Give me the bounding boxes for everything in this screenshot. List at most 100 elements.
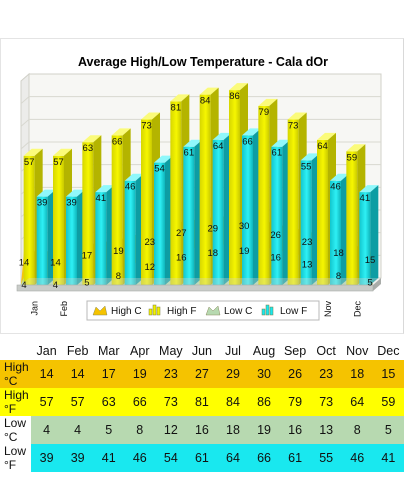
bar-low-f-top (300, 153, 320, 161)
legend (86, 300, 320, 321)
bar-high-f-top (23, 148, 43, 156)
bar-high-f-front (229, 90, 240, 285)
month-header: Mar (97, 344, 120, 358)
table-row-high-c: High °C 14 14 17 19 23 27 29 30 26 23 18 15 (0, 360, 404, 388)
table-cell: 39 (62, 444, 94, 472)
data-label-high-f: 73 (141, 121, 152, 132)
data-label-high-f: 57 (53, 157, 64, 168)
data-label-high-f: 84 (200, 96, 211, 107)
plot-floor-top (21, 278, 381, 285)
data-label-high-c: 14 (19, 257, 30, 268)
data-label-high-f: 66 (112, 136, 123, 147)
temperature-chart: Average High/Low Temperature - Cala dOr 5… (16, 55, 382, 321)
bar-low-f-side (370, 185, 379, 285)
data-label-low-f: 61 (184, 148, 195, 159)
bar-high-f-top (82, 135, 102, 143)
bar-low-f-front (242, 135, 253, 285)
bar-low-f-front (36, 196, 48, 285)
table-cell: 66 (248, 444, 280, 472)
temperature-table: Jan Feb Mar Apr May Jun Jul Aug Sep Oct Nov Dec Hig… (0, 342, 404, 472)
table-cell: 61 (279, 444, 311, 472)
bar-low-f-front (359, 192, 371, 285)
table-cell: 29 (217, 360, 249, 388)
table-cell: 79 (279, 388, 311, 416)
data-label-low-c: 19 (239, 246, 250, 257)
grid-line (20, 96, 30, 105)
bar-low-f (242, 128, 261, 285)
bar-high-f-top (141, 112, 160, 120)
bar-high-f-front (346, 151, 358, 285)
data-label-high-c: 27 (176, 228, 187, 239)
table-cell: 59 (372, 388, 404, 416)
bar-low-f-top (95, 185, 115, 193)
data-label-low-c: 13 (302, 260, 313, 271)
plot-floor (16, 284, 374, 292)
table-cell: 14 (31, 360, 63, 388)
table-cell: 30 (248, 360, 280, 388)
bar-low-f-front (212, 139, 224, 285)
bar-high-f-top (258, 98, 278, 106)
bar-low-f-front (154, 162, 165, 285)
table-row-low-c: Low °C 4 4 5 8 12 16 18 19 16 13 8 5 (0, 416, 404, 444)
month-header: Aug (252, 344, 276, 358)
table-cell: 8 (124, 416, 156, 444)
bar-high-f-front (82, 142, 94, 285)
bar-low-f-front (124, 180, 136, 285)
data-label-low-c: 5 (84, 278, 89, 289)
table-cell: 55 (310, 444, 342, 472)
table-row-high-f: High °F 57 57 63 66 73 81 84 86 79 73 64 59 (0, 388, 404, 416)
bar-low-f-front (183, 146, 195, 285)
bar-high-f-front (141, 119, 152, 286)
legend-swatch (92, 305, 108, 316)
bar-low-f-top (183, 139, 203, 147)
month-header: Nov (346, 344, 369, 358)
table-cell: 14 (62, 360, 94, 388)
data-label-low-f: 39 (66, 198, 77, 209)
data-label-high-f: 81 (171, 102, 182, 113)
bar-high-f-front (23, 155, 35, 285)
bar-low-f-front (271, 146, 283, 285)
table-cell: 73 (310, 388, 342, 416)
table-cell: 64 (341, 388, 373, 416)
data-label-high-c: 30 (239, 221, 250, 232)
data-label-low-c: 4 (53, 280, 58, 291)
table-cell: 17 (93, 360, 125, 388)
grid-line (20, 141, 30, 150)
data-label-low-c: 8 (336, 271, 341, 282)
legend-swatch (156, 306, 161, 316)
data-label-low-f: 55 (301, 161, 312, 172)
data-label-low-f: 46 (330, 182, 341, 193)
data-label-low-f: 46 (125, 182, 136, 193)
row-label: Low °F (0, 444, 32, 472)
table-cell: 15 (372, 360, 404, 388)
table-cell: 64 (217, 444, 249, 472)
legend-swatch (261, 308, 266, 316)
table-cell: 16 (186, 416, 218, 444)
table-cell: 41 (93, 444, 125, 472)
table-cell: 41 (372, 444, 404, 472)
table-cell: 57 (62, 388, 94, 416)
bar-high-f-top (287, 112, 307, 120)
bar-high-f-top (317, 132, 336, 140)
table-cell: 73 (155, 388, 187, 416)
month-header: Dec (377, 344, 400, 358)
table-cell: 18 (341, 360, 373, 388)
table-cell: 13 (310, 416, 342, 444)
bar-low-f-front (95, 192, 107, 285)
bar-high-f-top (53, 148, 72, 156)
legend-swatch (265, 304, 270, 316)
bar-high-f-front (287, 119, 299, 286)
data-label-high-c: 23 (145, 237, 156, 248)
x-tick-label: Nov (323, 301, 333, 318)
bar-low-f-top (66, 189, 85, 197)
data-label-low-c: 16 (270, 253, 281, 264)
x-tick-label: Dec (352, 301, 362, 318)
bar-high-f-front (199, 94, 211, 285)
table-cell: 4 (31, 416, 63, 444)
data-label-low-f: 54 (154, 164, 165, 175)
legend-label: High F (167, 306, 196, 317)
data-label-low-c: 4 (21, 280, 26, 291)
legend-swatch (148, 308, 153, 316)
table-row-low-f: Low °F 39 39 41 46 54 61 64 66 61 55 46 41 (0, 444, 404, 472)
month-header: Jul (224, 344, 241, 358)
